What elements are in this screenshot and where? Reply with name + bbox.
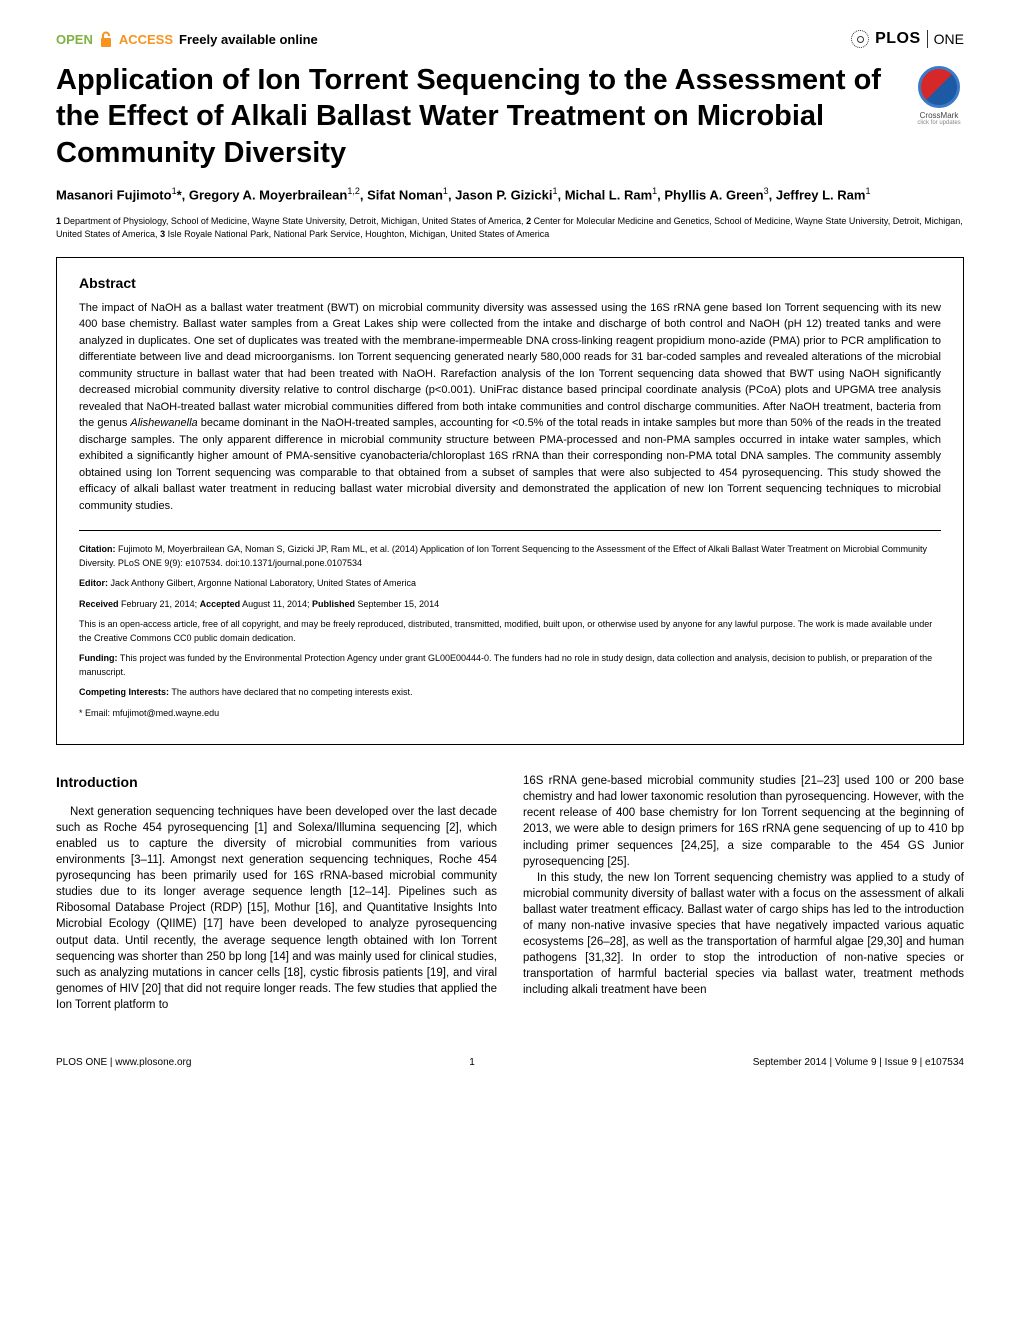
intro-paragraph-1: Next generation sequencing techniques ha… — [56, 804, 497, 1013]
citation-line: Citation: Fujimoto M, Moyerbrailean GA, … — [79, 543, 941, 570]
introduction-heading: Introduction — [56, 773, 497, 793]
plos-one-text: ONE — [934, 31, 964, 47]
intro-paragraph-2: In this study, the new Ion Torrent seque… — [523, 870, 964, 999]
footer-left: PLOS ONE | www.plosone.org — [56, 1057, 191, 1068]
affiliations: 1 Department of Physiology, School of Me… — [56, 215, 964, 241]
plos-divider — [927, 30, 928, 48]
open-access-badge: OPEN ACCESS Freely available online — [56, 31, 318, 48]
column-left: Introduction Next generation sequencing … — [56, 773, 497, 1013]
crossmark-label: CrossMark — [914, 111, 964, 120]
page-number: 1 — [469, 1057, 475, 1068]
authors-list: Masanori Fujimoto1*, Gregory A. Moyerbra… — [56, 185, 964, 205]
body-columns: Introduction Next generation sequencing … — [56, 773, 964, 1013]
intro-paragraph-1-cont: 16S rRNA gene-based microbial community … — [523, 773, 964, 870]
plos-circle-icon — [851, 30, 869, 48]
plos-text: PLOS — [875, 30, 921, 48]
crossmark-sublabel: click for updates — [914, 120, 964, 126]
abstract-heading: Abstract — [79, 275, 941, 291]
column-right: 16S rRNA gene-based microbial community … — [523, 773, 964, 1013]
freely-available-label: Freely available online — [179, 32, 318, 47]
dates-line: Received February 21, 2014; Accepted Aug… — [79, 598, 941, 612]
abstract-text: The impact of NaOH as a ballast water tr… — [79, 300, 941, 515]
abstract-box: Abstract The impact of NaOH as a ballast… — [56, 257, 964, 746]
footer-right: September 2014 | Volume 9 | Issue 9 | e1… — [753, 1057, 964, 1068]
funding-line: Funding: This project was funded by the … — [79, 652, 941, 679]
abstract-divider — [79, 530, 941, 531]
email-line: * Email: mfujimot@med.wayne.edu — [79, 707, 941, 721]
crossmark-icon — [918, 66, 960, 108]
open-label: OPEN — [56, 32, 93, 47]
page-footer: PLOS ONE | www.plosone.org 1 September 2… — [56, 1057, 964, 1068]
license-line: This is an open-access article, free of … — [79, 618, 941, 645]
article-title: Application of Ion Torrent Sequencing to… — [56, 62, 964, 171]
access-label: ACCESS — [119, 32, 173, 47]
editor-line: Editor: Jack Anthony Gilbert, Argonne Na… — [79, 577, 941, 591]
unlock-icon — [99, 31, 113, 48]
competing-line: Competing Interests: The authors have de… — [79, 686, 941, 700]
header-row: OPEN ACCESS Freely available online PLOS… — [56, 30, 964, 48]
crossmark-badge[interactable]: CrossMark click for updates — [914, 66, 964, 126]
plos-logo: PLOS ONE — [851, 30, 964, 48]
